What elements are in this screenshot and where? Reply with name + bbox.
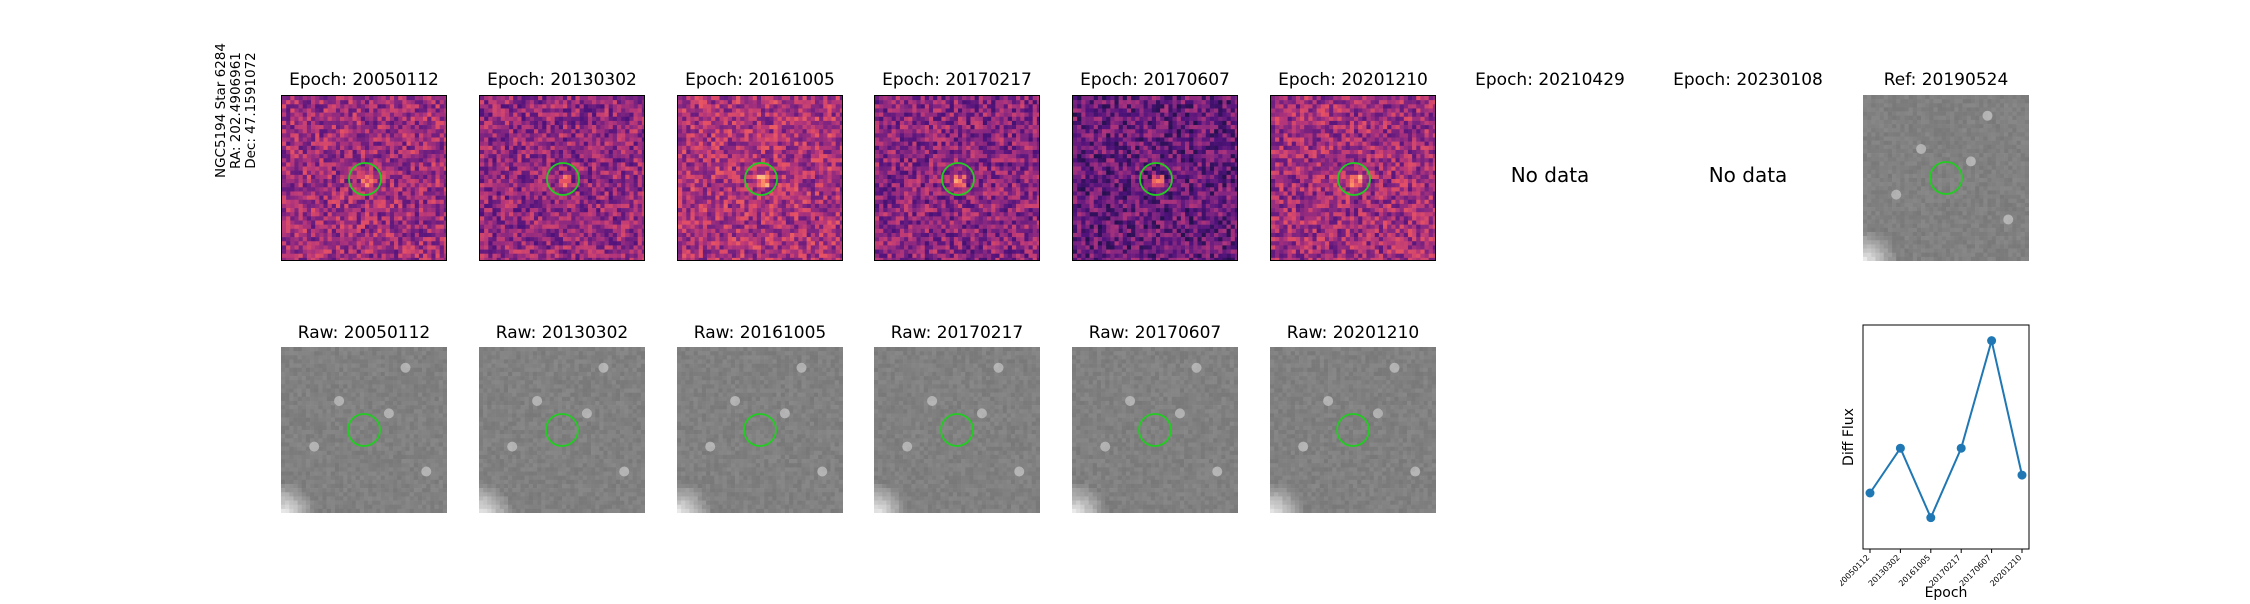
ref-panel-title: Ref: 20190524 bbox=[1826, 70, 2066, 90]
series-line bbox=[1870, 341, 2022, 518]
data-point bbox=[1896, 444, 1905, 453]
data-point bbox=[1926, 513, 1935, 522]
data-point bbox=[1866, 489, 1875, 498]
raw-image bbox=[1072, 347, 1238, 513]
x-tick-label: 20201210 bbox=[1988, 553, 2023, 588]
difference-image bbox=[281, 95, 447, 261]
data-point bbox=[1987, 336, 1996, 345]
data-point bbox=[1957, 444, 1966, 453]
reference-image bbox=[1863, 95, 2029, 261]
x-tick-label: 20161005 bbox=[1897, 553, 1932, 588]
raw-image bbox=[874, 347, 1040, 513]
data-point bbox=[2018, 471, 2027, 480]
raw-panel-title: Raw: 20201210 bbox=[1233, 323, 1473, 343]
difference-image bbox=[479, 95, 645, 261]
y-axis-label: Diff Flux bbox=[1841, 408, 1857, 466]
plot-frame bbox=[1863, 325, 2029, 549]
raw-image bbox=[281, 347, 447, 513]
x-axis-label: Epoch bbox=[1925, 585, 1968, 600]
raw-image bbox=[479, 347, 645, 513]
difference-image bbox=[874, 95, 1040, 261]
difference-image bbox=[677, 95, 843, 261]
difference-image bbox=[1072, 95, 1238, 261]
star-name: NGC5194 Star 6284 bbox=[214, 43, 229, 178]
x-tick-label: 20170217 bbox=[1927, 553, 1962, 588]
difference-image bbox=[1270, 95, 1436, 261]
raw-image bbox=[677, 347, 843, 513]
no-data-label: No data bbox=[1648, 163, 1848, 187]
star-info-label: NGC5194 Star 6284 RA: 202.4906961 Dec: 4… bbox=[214, 111, 244, 112]
no-data-label: No data bbox=[1450, 163, 1650, 187]
star-ra: RA: 202.4906961 bbox=[229, 43, 244, 178]
raw-image bbox=[1270, 347, 1436, 513]
x-tick-label: 20170607 bbox=[1958, 553, 1993, 588]
star-dec: Dec: 47.1591072 bbox=[244, 43, 259, 178]
x-tick-label: 20130302 bbox=[1867, 553, 1902, 588]
chart-svg: 2005011220130302201610052017021720170607… bbox=[1840, 310, 2080, 600]
